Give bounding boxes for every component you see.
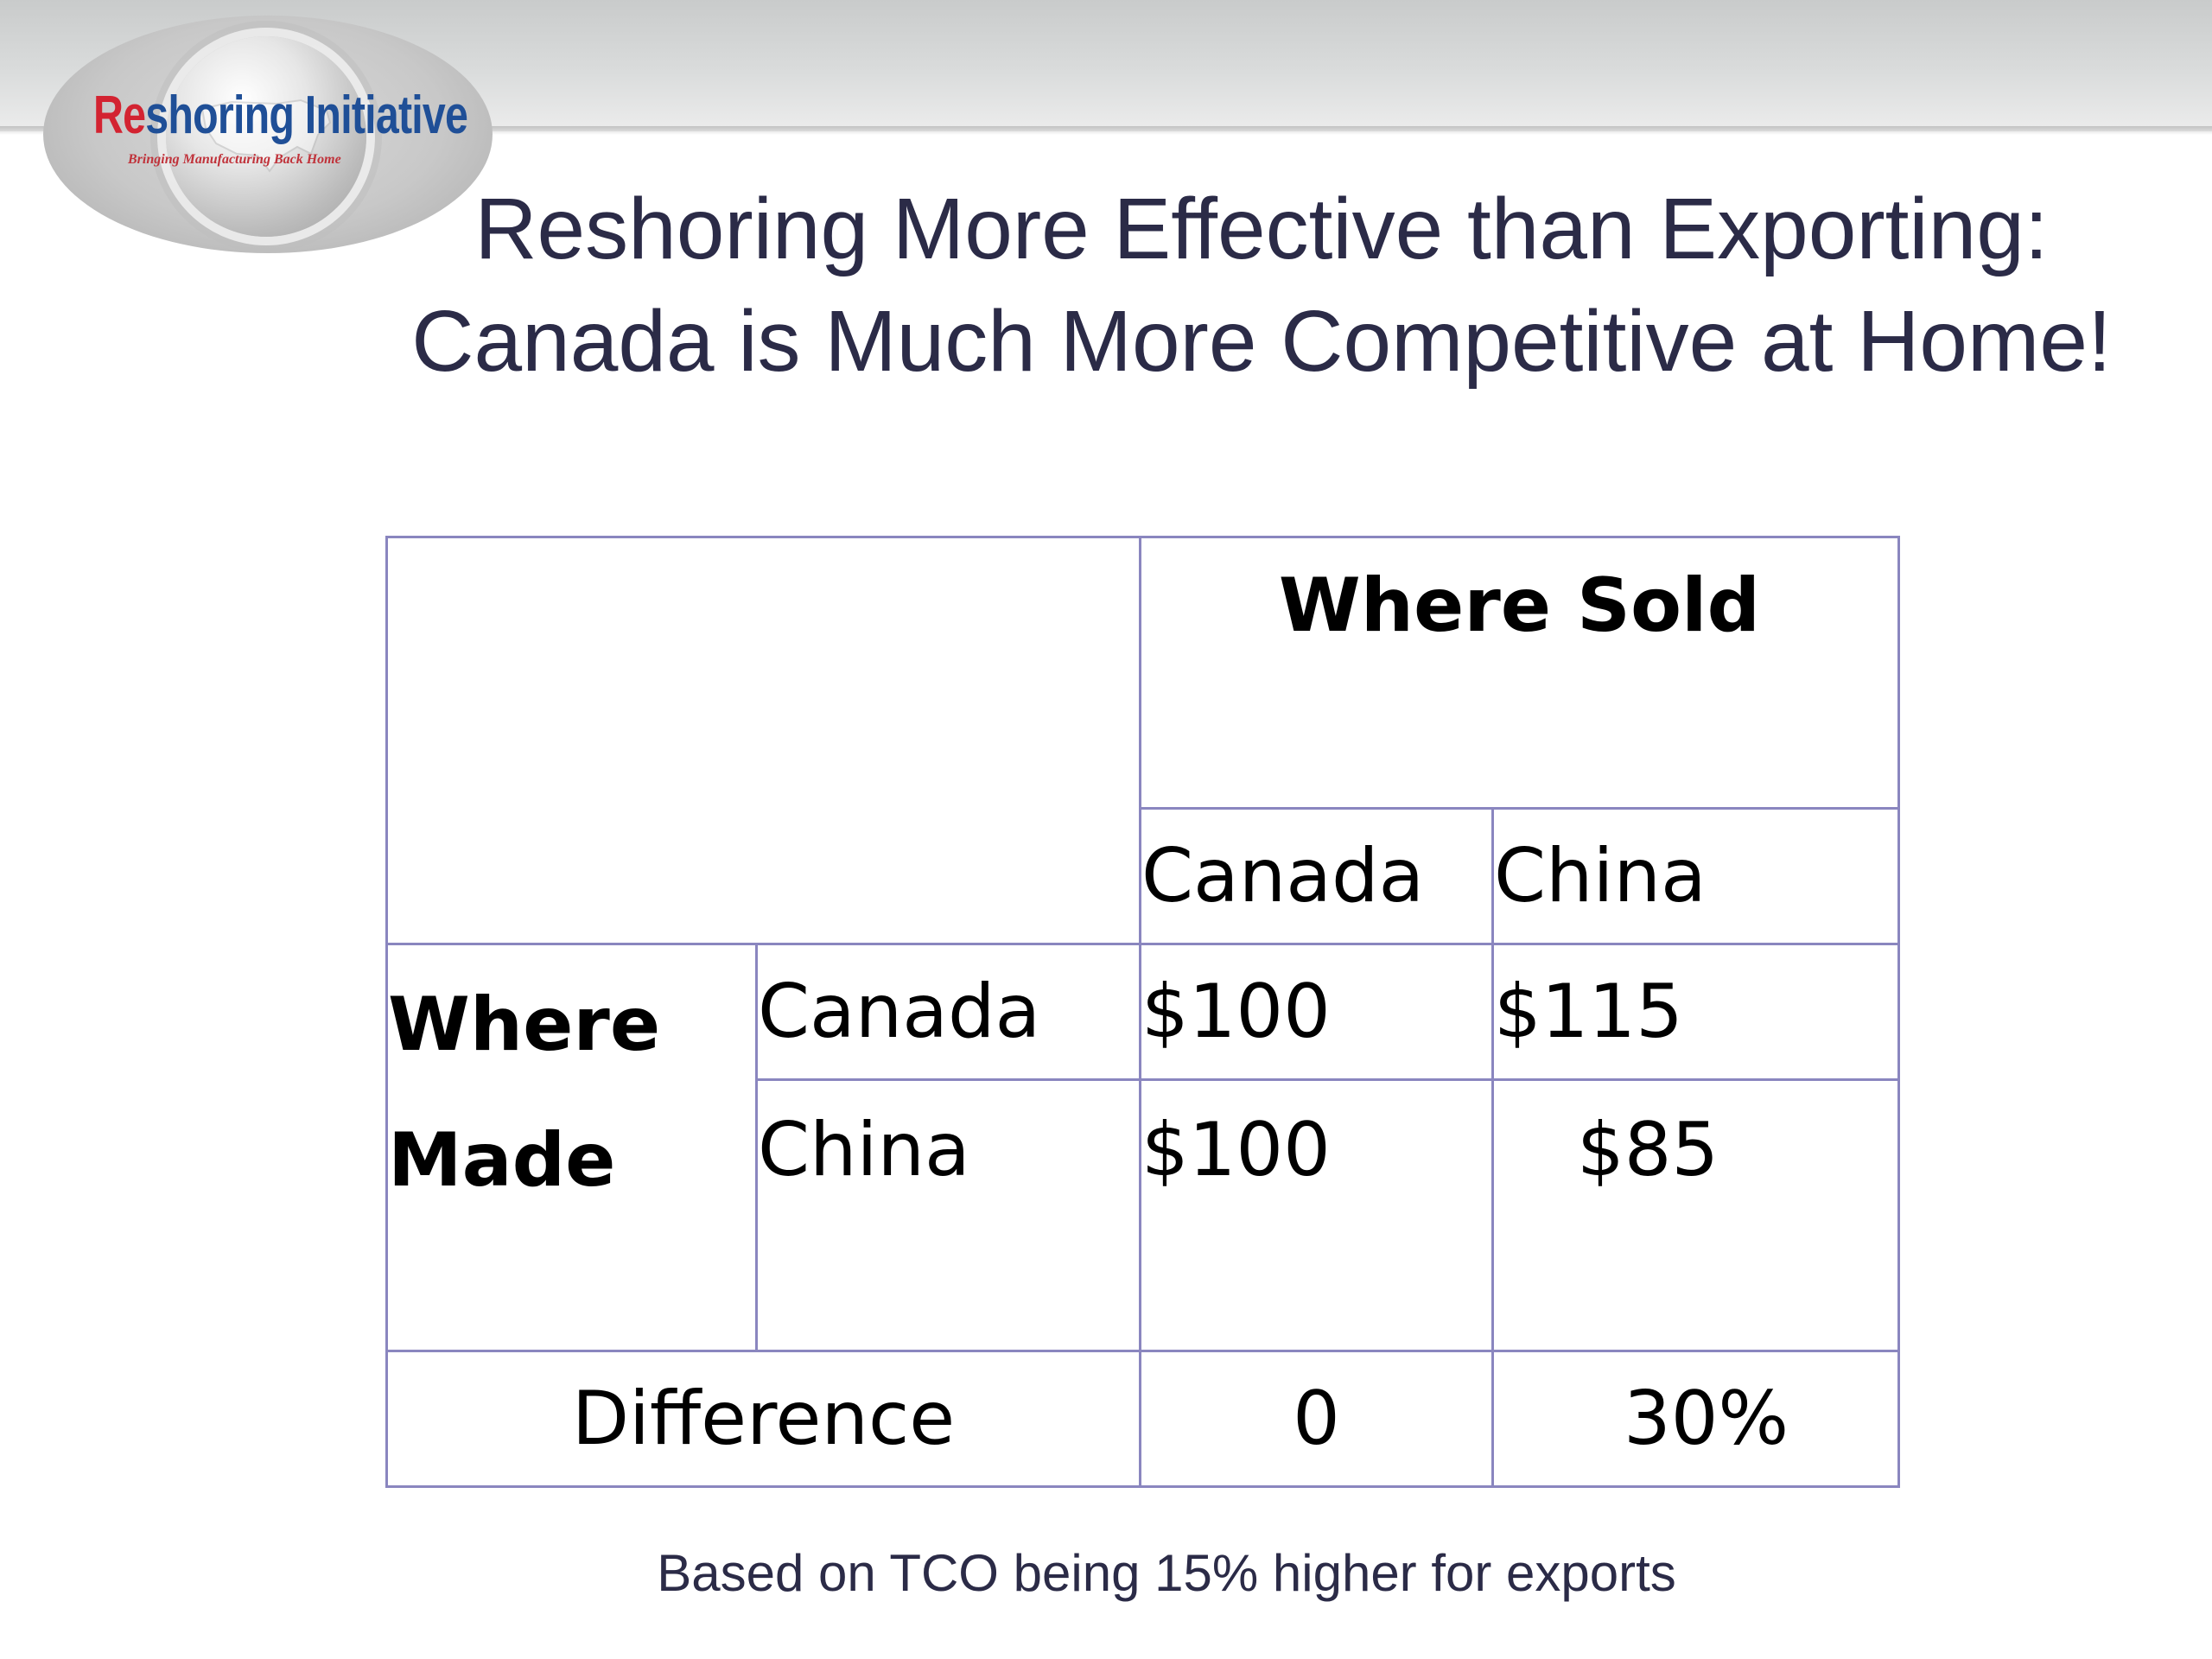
- title-line-1: Reshoring More Effective than Exporting:: [474, 181, 2049, 277]
- where-sold-label: Where Sold: [1278, 563, 1761, 649]
- table-row: China $100 $85: [387, 1078, 1900, 1352]
- made-in-canada: Canada: [755, 943, 1141, 1081]
- title-line-2: Canada is Much More Competitive at Home!: [411, 293, 2112, 390]
- footnote-caption: Based on TCO being 15% higher for export…: [657, 1544, 1676, 1602]
- sold-column-china: China: [1491, 807, 1900, 945]
- logo-wordmark-blue: shoring Initiative: [145, 86, 468, 145]
- usa-map-icon: [200, 99, 332, 173]
- difference-china: 30%: [1491, 1350, 1900, 1488]
- sold-columns-row: Canada China: [387, 807, 1900, 945]
- logo-wordmark-red: Re: [93, 86, 146, 145]
- made-in-china: China: [755, 1078, 1141, 1352]
- logo-wordmark: Reshoring Initiative: [93, 85, 468, 146]
- where-made-header: Where Made: [385, 943, 758, 1352]
- difference-row: Difference 0 30%: [385, 1350, 1900, 1488]
- header-band-edge: [0, 126, 2212, 135]
- value-canada-china: $115: [1491, 943, 1900, 1081]
- difference-label: Difference: [385, 1350, 1141, 1488]
- table-row: Where Made Canada $100 $115: [385, 943, 1900, 1352]
- sold-column-canada: Canada: [1139, 807, 1494, 945]
- slide-title: Reshoring More Effective than Exporting:…: [337, 173, 2186, 397]
- logo-tagline: Bringing Manufacturing Back Home: [128, 152, 341, 167]
- comparison-table: Where Sold Canada China Where Made Canad…: [385, 536, 1900, 1488]
- table-header-row: Where Sold: [385, 536, 1900, 945]
- value-canada-canada: $100: [1139, 943, 1494, 1081]
- logo-globe-icon: [166, 36, 366, 237]
- value-china-canada: $100: [1139, 1078, 1494, 1352]
- value-china-china: $85: [1491, 1078, 1900, 1352]
- difference-canada: 0: [1139, 1350, 1494, 1488]
- where-sold-header: Where Sold: [1139, 536, 1900, 810]
- empty-corner-cell: [385, 536, 1141, 945]
